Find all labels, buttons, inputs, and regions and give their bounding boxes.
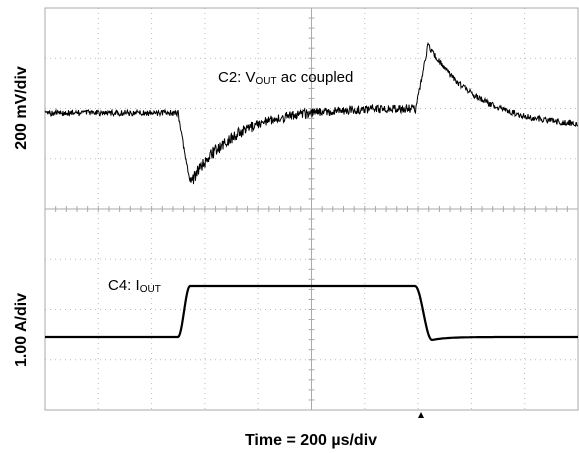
y-label-bottom: 1.00 A/div (13, 293, 30, 367)
scope-screen: 200 mV/div 1.00 A/div Time = 200 µs/div … (0, 0, 579, 453)
vout-label-sub: OUT (256, 76, 277, 87)
x-label: Time = 200 µs/div (245, 432, 377, 449)
iout-label-prefix: C4: I (108, 277, 140, 294)
y-label-top: 200 mV/div (13, 66, 30, 150)
iout-label-sub: OUT (140, 284, 161, 295)
iout-label: C4: IOUT (108, 277, 161, 295)
vout-label-prefix: C2: V (218, 69, 256, 86)
vout-label: C2: VOUT ac coupled (218, 69, 353, 87)
vout-label-suffix: ac coupled (277, 69, 354, 86)
trigger-marker (418, 412, 424, 418)
